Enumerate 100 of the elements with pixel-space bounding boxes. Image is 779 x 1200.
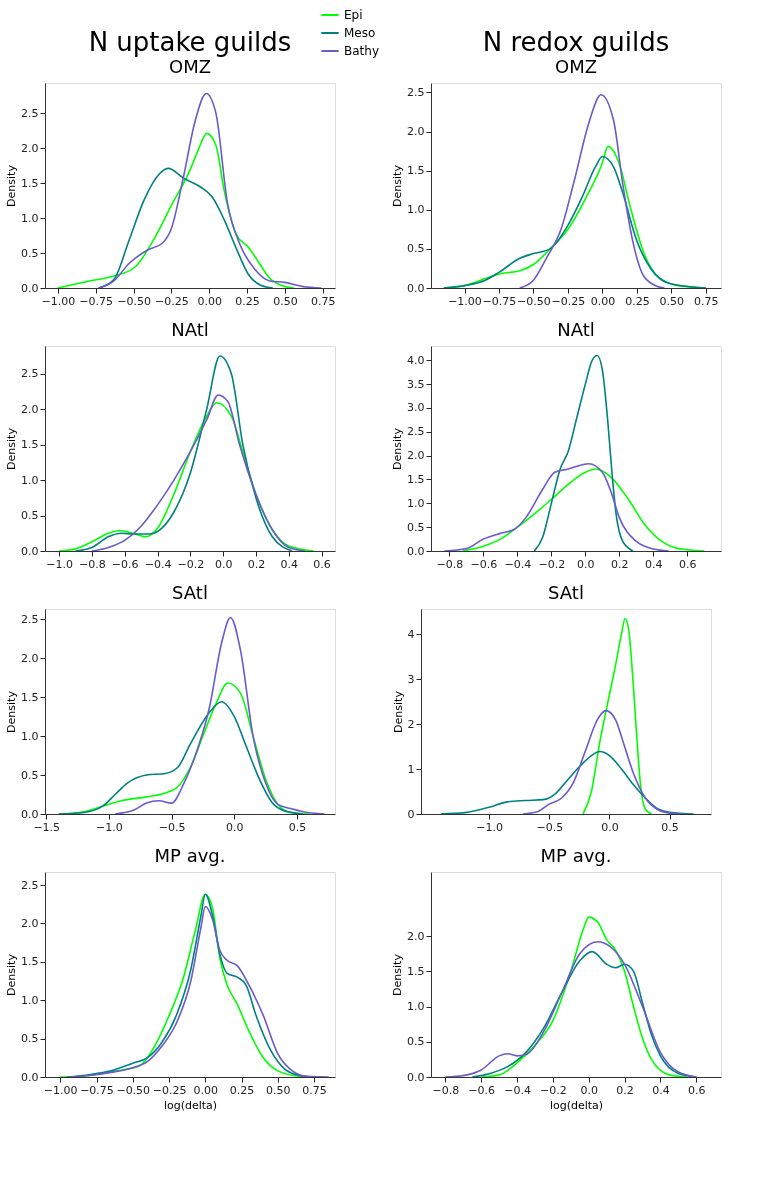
y-tick-label: 0.0: [21, 281, 39, 295]
y-axis-title: Density: [5, 690, 19, 733]
x-tick-label: −0.50: [116, 1083, 151, 1097]
y-tick-label: 1.5: [21, 955, 39, 969]
line-series: [444, 940, 698, 1077]
x-tick-label: 0.5: [661, 820, 679, 834]
chart-title: NAtl: [557, 319, 595, 340]
y-tick-label: 1.5: [21, 176, 39, 190]
y-tick-label: 2.5: [21, 367, 39, 381]
y-tick-label: 0.5: [407, 242, 425, 256]
x-tick-label: 0.4: [645, 557, 663, 571]
x-tick-label: 0.4: [652, 1083, 670, 1097]
x-tick-label: −0.4: [504, 1083, 531, 1097]
x-tick-label: −0.75: [80, 1083, 114, 1097]
x-tick-label: 0.2: [611, 557, 629, 571]
y-tick-label: 1.5: [21, 438, 39, 452]
x-tick-label: −0.25: [152, 1083, 187, 1097]
x-tick-label: 0.75: [302, 1083, 327, 1097]
y-tick-label: 1.0: [407, 496, 425, 510]
line-series: [57, 132, 295, 288]
x-tick-label: 0.00: [590, 294, 616, 308]
x-tick-label: 0.50: [273, 294, 298, 308]
y-tick-label: 2.5: [407, 85, 425, 99]
x-tick-label: 0.75: [694, 294, 719, 308]
y-tick-label: 1.5: [407, 164, 425, 178]
y-tick-label: 2: [407, 717, 415, 731]
x-tick-label: −0.75: [79, 294, 114, 308]
legend-label: Bathy: [344, 44, 379, 58]
x-tick-label: −0.6: [111, 557, 139, 571]
y-tick-label: 1.0: [21, 211, 39, 225]
line-series: [91, 394, 306, 551]
x-tick-label: −0.75: [482, 294, 517, 308]
y-tick-label: 0.5: [21, 509, 39, 523]
line-series: [58, 401, 315, 551]
y-tick-label: 3: [407, 672, 415, 686]
chart-title: MP avg.: [154, 845, 226, 866]
y-axis-title: Density: [391, 427, 405, 470]
y-tick-label: 0.0: [407, 281, 425, 295]
chart-title: MP avg.: [540, 845, 612, 866]
chart-title: N uptake guilds: [88, 27, 292, 57]
x-tick-label: 0.00: [197, 294, 222, 308]
x-tick-label: −0.6: [468, 1083, 496, 1097]
y-tick-label: 0.5: [407, 1035, 425, 1049]
legend-label: Meso: [344, 26, 376, 40]
x-tick-label: −0.25: [155, 294, 189, 308]
x-tick-label: −0.25: [551, 294, 586, 308]
x-tick-label: 0.25: [625, 294, 650, 308]
legend-label: Epi: [344, 8, 363, 22]
line-series: [518, 93, 666, 288]
line-series: [480, 916, 689, 1077]
y-tick-label: 2.5: [21, 106, 39, 120]
x-tick-label: −0.8: [432, 1083, 460, 1097]
chart-title: SAtl: [172, 582, 208, 603]
x-tick-label: 0.0: [577, 557, 595, 571]
y-tick-label: 1: [407, 762, 415, 776]
x-tick-label: −0.2: [538, 557, 566, 571]
y-tick-label: 0.5: [21, 768, 39, 782]
x-tick-label: 0.0: [580, 1083, 598, 1097]
x-tick-label: 0.0: [601, 820, 619, 834]
y-tick-label: 3.5: [407, 377, 425, 391]
x-tick-label: 0.25: [235, 294, 260, 308]
y-tick-label: 2.5: [407, 425, 425, 439]
x-tick-label: 0.00: [193, 1083, 219, 1097]
line-series: [114, 616, 326, 814]
y-tick-label: 2.0: [21, 916, 39, 930]
x-tick-label: −1.0: [46, 557, 73, 571]
x-tick-label: −0.2: [540, 1083, 567, 1097]
x-axis-title: log(delta): [549, 1098, 604, 1112]
x-tick-label: 0.6: [679, 557, 697, 571]
y-axis-title: Density: [5, 953, 19, 996]
chart-subtitle: OMZ: [554, 56, 598, 77]
x-tick-label: −1.5: [33, 820, 61, 834]
x-tick-label: −0.5: [158, 820, 186, 834]
y-tick-label: 2.5: [21, 612, 39, 626]
y-tick-label: 0: [407, 807, 415, 821]
x-tick-label: 0.25: [229, 1083, 255, 1097]
y-tick-label: 1.0: [407, 1000, 425, 1014]
x-tick-label: −0.6: [470, 557, 498, 571]
chart-subtitle: OMZ: [168, 56, 212, 77]
y-axis-title: Density: [391, 690, 405, 733]
y-tick-label: 2.0: [21, 141, 39, 155]
line-series: [582, 617, 653, 814]
x-tick-label: 0.75: [310, 294, 336, 308]
y-tick-label: 0.0: [21, 544, 39, 558]
y-axis-title: Density: [5, 427, 19, 470]
x-tick-label: 0.0: [214, 557, 233, 571]
x-tick-label: −0.50: [117, 294, 151, 308]
y-tick-label: 1.5: [407, 472, 425, 486]
y-tick-label: 1.0: [21, 993, 39, 1007]
y-tick-label: 3.0: [407, 401, 425, 415]
x-tick-label: −0.5: [536, 820, 564, 834]
x-tick-label: −0.50: [517, 294, 551, 308]
line-series: [533, 354, 634, 551]
line-series: [462, 468, 706, 551]
x-tick-label: −0.4: [144, 557, 172, 571]
y-axis-title: Density: [391, 164, 405, 207]
x-tick-label: 0.6: [688, 1083, 706, 1097]
y-tick-label: 0.5: [21, 246, 39, 260]
chart-title: SAtl: [548, 582, 584, 603]
x-tick-label: −1.00: [43, 1083, 78, 1097]
